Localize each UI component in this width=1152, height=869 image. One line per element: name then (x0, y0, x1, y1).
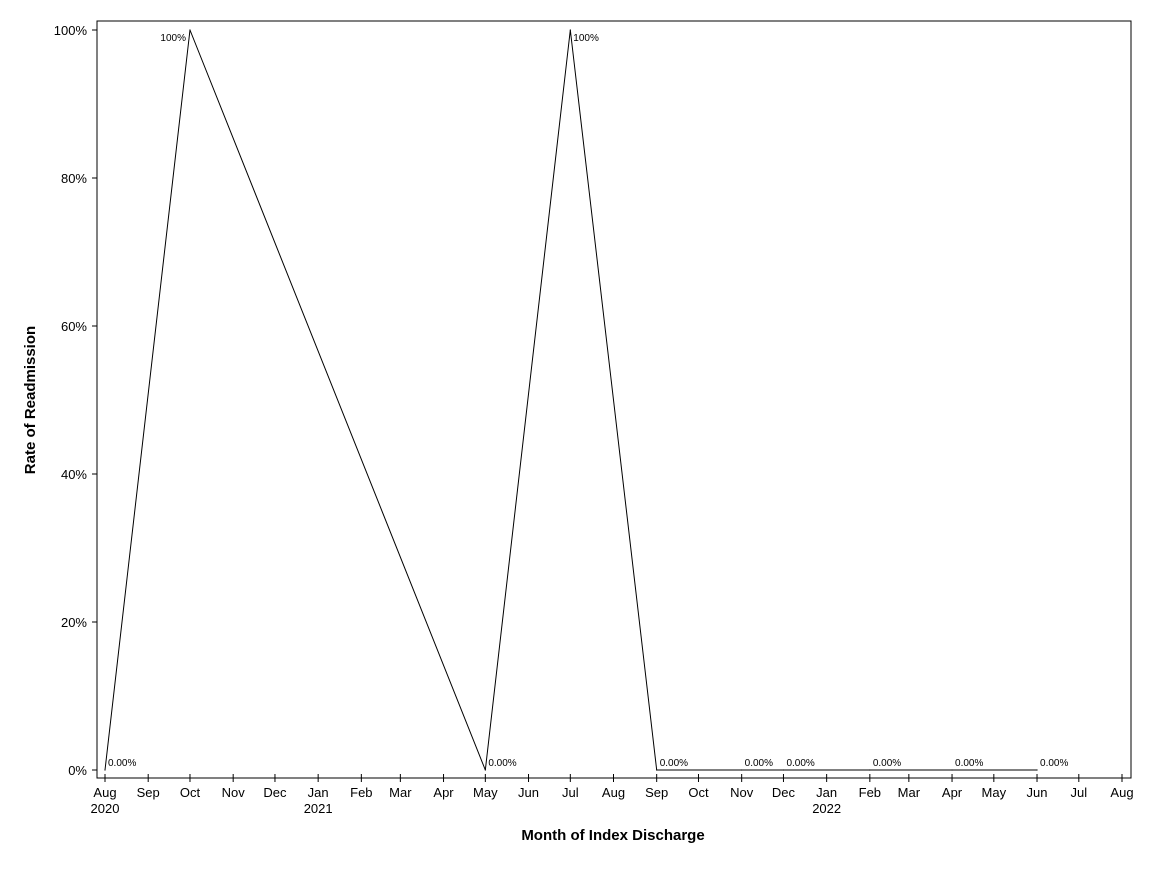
data-label: 100% (160, 33, 186, 44)
data-label: 0.00% (873, 758, 901, 769)
data-label: 0.00% (745, 758, 773, 769)
x-axis-title: Month of Index Discharge (521, 827, 704, 844)
x-tick-label: Aug (93, 785, 116, 800)
x-tick-label: Nov (222, 785, 246, 800)
x-tick-label: Jul (1070, 785, 1087, 800)
x-tick-label: Apr (433, 785, 454, 800)
x-tick-label: Jun (1027, 785, 1048, 800)
data-label: 0.00% (108, 758, 136, 769)
x-tick-label: May (982, 785, 1007, 800)
x-tick-label: Oct (688, 785, 709, 800)
data-point (1036, 769, 1038, 771)
data-point (656, 769, 658, 771)
x-tick-label: Mar (389, 785, 412, 800)
x-tick-label: Feb (350, 785, 372, 800)
x-tick-label: May (473, 785, 498, 800)
x-tick-year-label: 2020 (91, 801, 120, 816)
series-layer (104, 29, 1038, 771)
plot-frame (96, 20, 1132, 779)
y-tick-label: 40% (61, 467, 87, 482)
x-tick-year-label: 2022 (812, 801, 841, 816)
data-label: 0.00% (786, 758, 814, 769)
x-tick-label: Jan (308, 785, 329, 800)
y-tick-label: 60% (61, 319, 87, 334)
x-tick-label: Aug (602, 785, 625, 800)
x-tick-label: Sep (137, 785, 160, 800)
data-label: 0.00% (488, 758, 516, 769)
x-tick-label: Oct (180, 785, 201, 800)
data-point (951, 769, 953, 771)
data-point (869, 769, 871, 771)
y-axis-title: Rate of Readmission (22, 326, 39, 474)
x-tick-label: Jul (562, 785, 579, 800)
x-tick-label: Nov (730, 785, 754, 800)
data-label: 0.00% (1040, 758, 1068, 769)
y-axis: 0% 20% 40% 60% 80% 100% (54, 23, 97, 778)
x-tick-year-label: 2021 (304, 801, 333, 816)
data-point (569, 29, 571, 31)
data-label-layer: 0.00% 100% 0.00% 100% 0.00% 0.00% 0.00% 0.00% 0.… (108, 33, 1068, 769)
y-tick-label: 0% (68, 763, 87, 778)
data-label: 0.00% (660, 758, 688, 769)
x-tick-label: Aug (1110, 785, 1133, 800)
data-point (484, 769, 486, 771)
data-label: 100% (573, 33, 599, 44)
x-tick-label: Sep (645, 785, 668, 800)
x-tick-label: Dec (772, 785, 796, 800)
data-point (189, 29, 191, 31)
x-tick-label: Jan (816, 785, 837, 800)
data-label: 0.00% (955, 758, 983, 769)
x-tick-label: Dec (263, 785, 287, 800)
data-point (741, 769, 743, 771)
x-tick-label: Feb (859, 785, 881, 800)
y-tick-label: 80% (61, 171, 87, 186)
x-tick-label: Jun (518, 785, 539, 800)
x-tick-label: Apr (942, 785, 963, 800)
data-point (104, 769, 106, 771)
y-tick-label: 20% (61, 615, 87, 630)
data-point (782, 769, 785, 771)
x-tick-label: Mar (898, 785, 921, 800)
series-line (104, 29, 1038, 771)
y-tick-label: 100% (54, 23, 88, 38)
